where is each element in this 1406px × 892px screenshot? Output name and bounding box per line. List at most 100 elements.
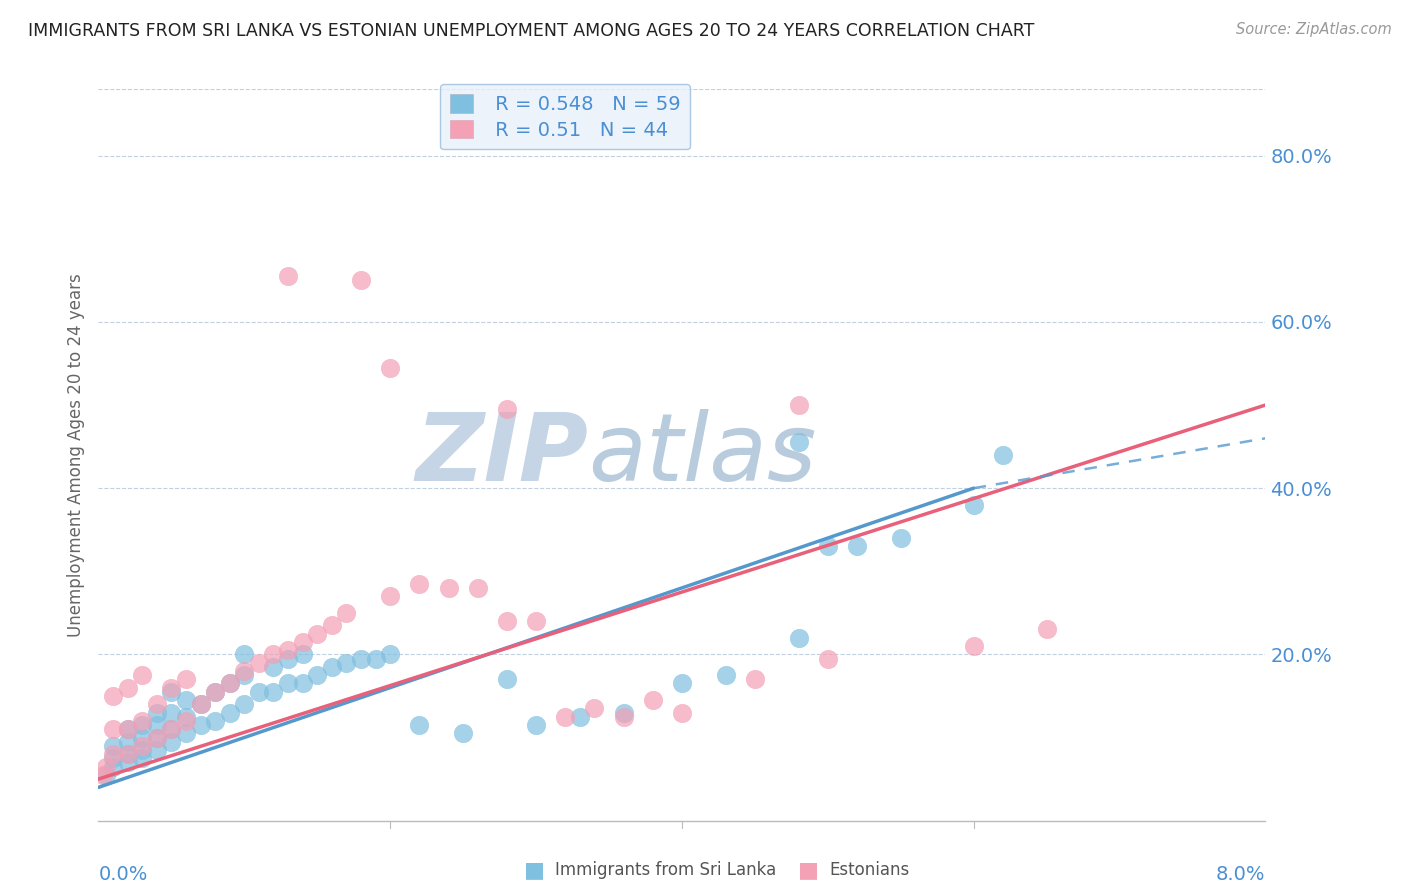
Point [94,768,117,782]
Point [160,706,183,720]
Y-axis label: Unemployment Among Ages 20 to 24 years: Unemployment Among Ages 20 to 24 years [66,273,84,637]
Point [233,668,256,682]
Point [218,676,240,690]
Point [101,751,124,765]
Point [101,739,124,753]
Point [262,685,284,699]
Point [174,693,197,707]
Point [991,448,1014,462]
Text: atlas: atlas [589,409,817,500]
Point [101,689,124,703]
Point [131,743,153,757]
Point [146,706,169,720]
Point [94,759,117,773]
Text: ZIP: ZIP [416,409,589,501]
Point [101,723,124,737]
Point [335,656,357,670]
Point [568,710,591,724]
Point [204,685,226,699]
Point [408,718,430,732]
Point [117,756,139,770]
Point [496,614,519,628]
Point [174,726,197,740]
Point [787,435,810,450]
Point [218,706,240,720]
Point [350,651,373,665]
Point [350,273,373,287]
Point [146,698,169,712]
Point [962,639,984,653]
Point [890,531,912,545]
Point [583,701,606,715]
Point [131,751,153,765]
Point [117,734,139,748]
Point [247,685,270,699]
Point [117,723,139,737]
Point [671,676,693,690]
Point [437,581,460,595]
Text: ■: ■ [524,860,544,880]
Point [291,648,314,662]
Point [524,614,547,628]
Point [467,581,489,595]
Point [335,606,357,620]
Point [817,539,839,553]
Point [321,660,343,674]
Point [174,673,197,687]
Point [160,723,183,737]
Point [233,698,256,712]
Point [641,693,664,707]
Point [612,706,634,720]
Point [496,402,519,417]
Point [131,739,153,753]
Point [291,676,314,690]
Point [496,673,519,687]
Point [117,681,139,695]
Point [787,631,810,645]
Point [380,648,402,662]
Point [554,710,576,724]
Point [190,698,212,712]
Point [91,768,114,782]
Text: ■: ■ [799,860,818,880]
Point [451,726,474,740]
Point [117,723,139,737]
Point [277,269,299,284]
Point [146,718,169,732]
Point [817,651,839,665]
Point [787,398,810,412]
Point [277,643,299,657]
Point [218,676,240,690]
Point [247,656,270,670]
Point [262,648,284,662]
Point [233,664,256,678]
Point [204,714,226,728]
Point [190,718,212,732]
Point [117,747,139,761]
Point [307,668,329,682]
Point [131,731,153,745]
Point [160,723,183,737]
Text: Source: ZipAtlas.com: Source: ZipAtlas.com [1236,22,1392,37]
Text: 0.0%: 0.0% [98,864,148,884]
Point [131,714,153,728]
Point [146,743,169,757]
Point [380,360,402,375]
Point [174,714,197,728]
Text: 8.0%: 8.0% [1216,864,1265,884]
Point [131,718,153,732]
Point [131,668,153,682]
Text: Estonians: Estonians [830,861,910,879]
Point [714,668,737,682]
Point [321,618,343,632]
Point [277,676,299,690]
Point [291,635,314,649]
Point [160,734,183,748]
Point [101,759,124,773]
Point [174,710,197,724]
Point [364,651,387,665]
Point [380,589,402,603]
Point [671,706,693,720]
Point [262,660,284,674]
Text: Immigrants from Sri Lanka: Immigrants from Sri Lanka [555,861,776,879]
